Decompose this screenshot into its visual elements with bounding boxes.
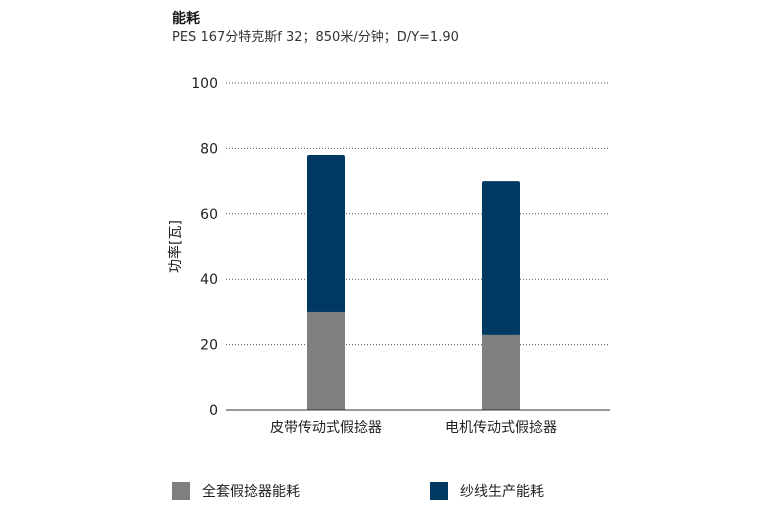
y-tick-label: 100	[191, 76, 218, 92]
y-tick-label: 60	[200, 207, 218, 223]
legend-label: 全套假捻器能耗	[202, 484, 300, 500]
y-tick-label: 0	[209, 403, 218, 419]
bar-segment-yarn-1	[307, 154, 345, 312]
legend-swatch-gray	[172, 482, 190, 500]
y-tick-label: 80	[200, 141, 218, 157]
legend-item-full-twister: 全套假捻器能耗	[172, 480, 300, 502]
bar-joint	[307, 308, 345, 312]
legend: 全套假捻器能耗 纱线生产能耗	[0, 480, 768, 502]
bar-segment-twister-1	[307, 311, 345, 410]
chart-title: 能耗	[172, 11, 200, 27]
x-category-label: 电机传动式假捻器	[445, 420, 557, 436]
x-category-label: 皮带传动式假捻器	[270, 420, 382, 436]
legend-item-yarn-production: 纱线生产能耗	[430, 480, 544, 502]
legend-label: 纱线生产能耗	[460, 484, 544, 500]
category-labels: 皮带传动式假捻器 电机传动式假捻器	[270, 420, 557, 436]
bar-segment-twister-2	[482, 334, 520, 410]
y-tick-labels: 0 20 40 60 80 100	[191, 76, 218, 419]
y-axis-label: 功率[瓦]	[167, 220, 184, 273]
bar-joint	[482, 331, 520, 335]
y-tick-label: 40	[200, 272, 218, 288]
chart-plot: 0 20 40 60 80 100 皮带传动式假捻器 电机传动式假捻器 功率[瓦]	[167, 76, 610, 436]
y-tick-label: 20	[200, 338, 218, 354]
gridlines	[226, 82, 610, 346]
chart-subtitle: PES 167分特克斯f 32；850米/分钟；D/Y=1.90	[172, 30, 459, 45]
bar-segment-yarn-2	[482, 181, 520, 335]
legend-swatch-navy	[430, 482, 448, 500]
bars	[307, 154, 520, 410]
